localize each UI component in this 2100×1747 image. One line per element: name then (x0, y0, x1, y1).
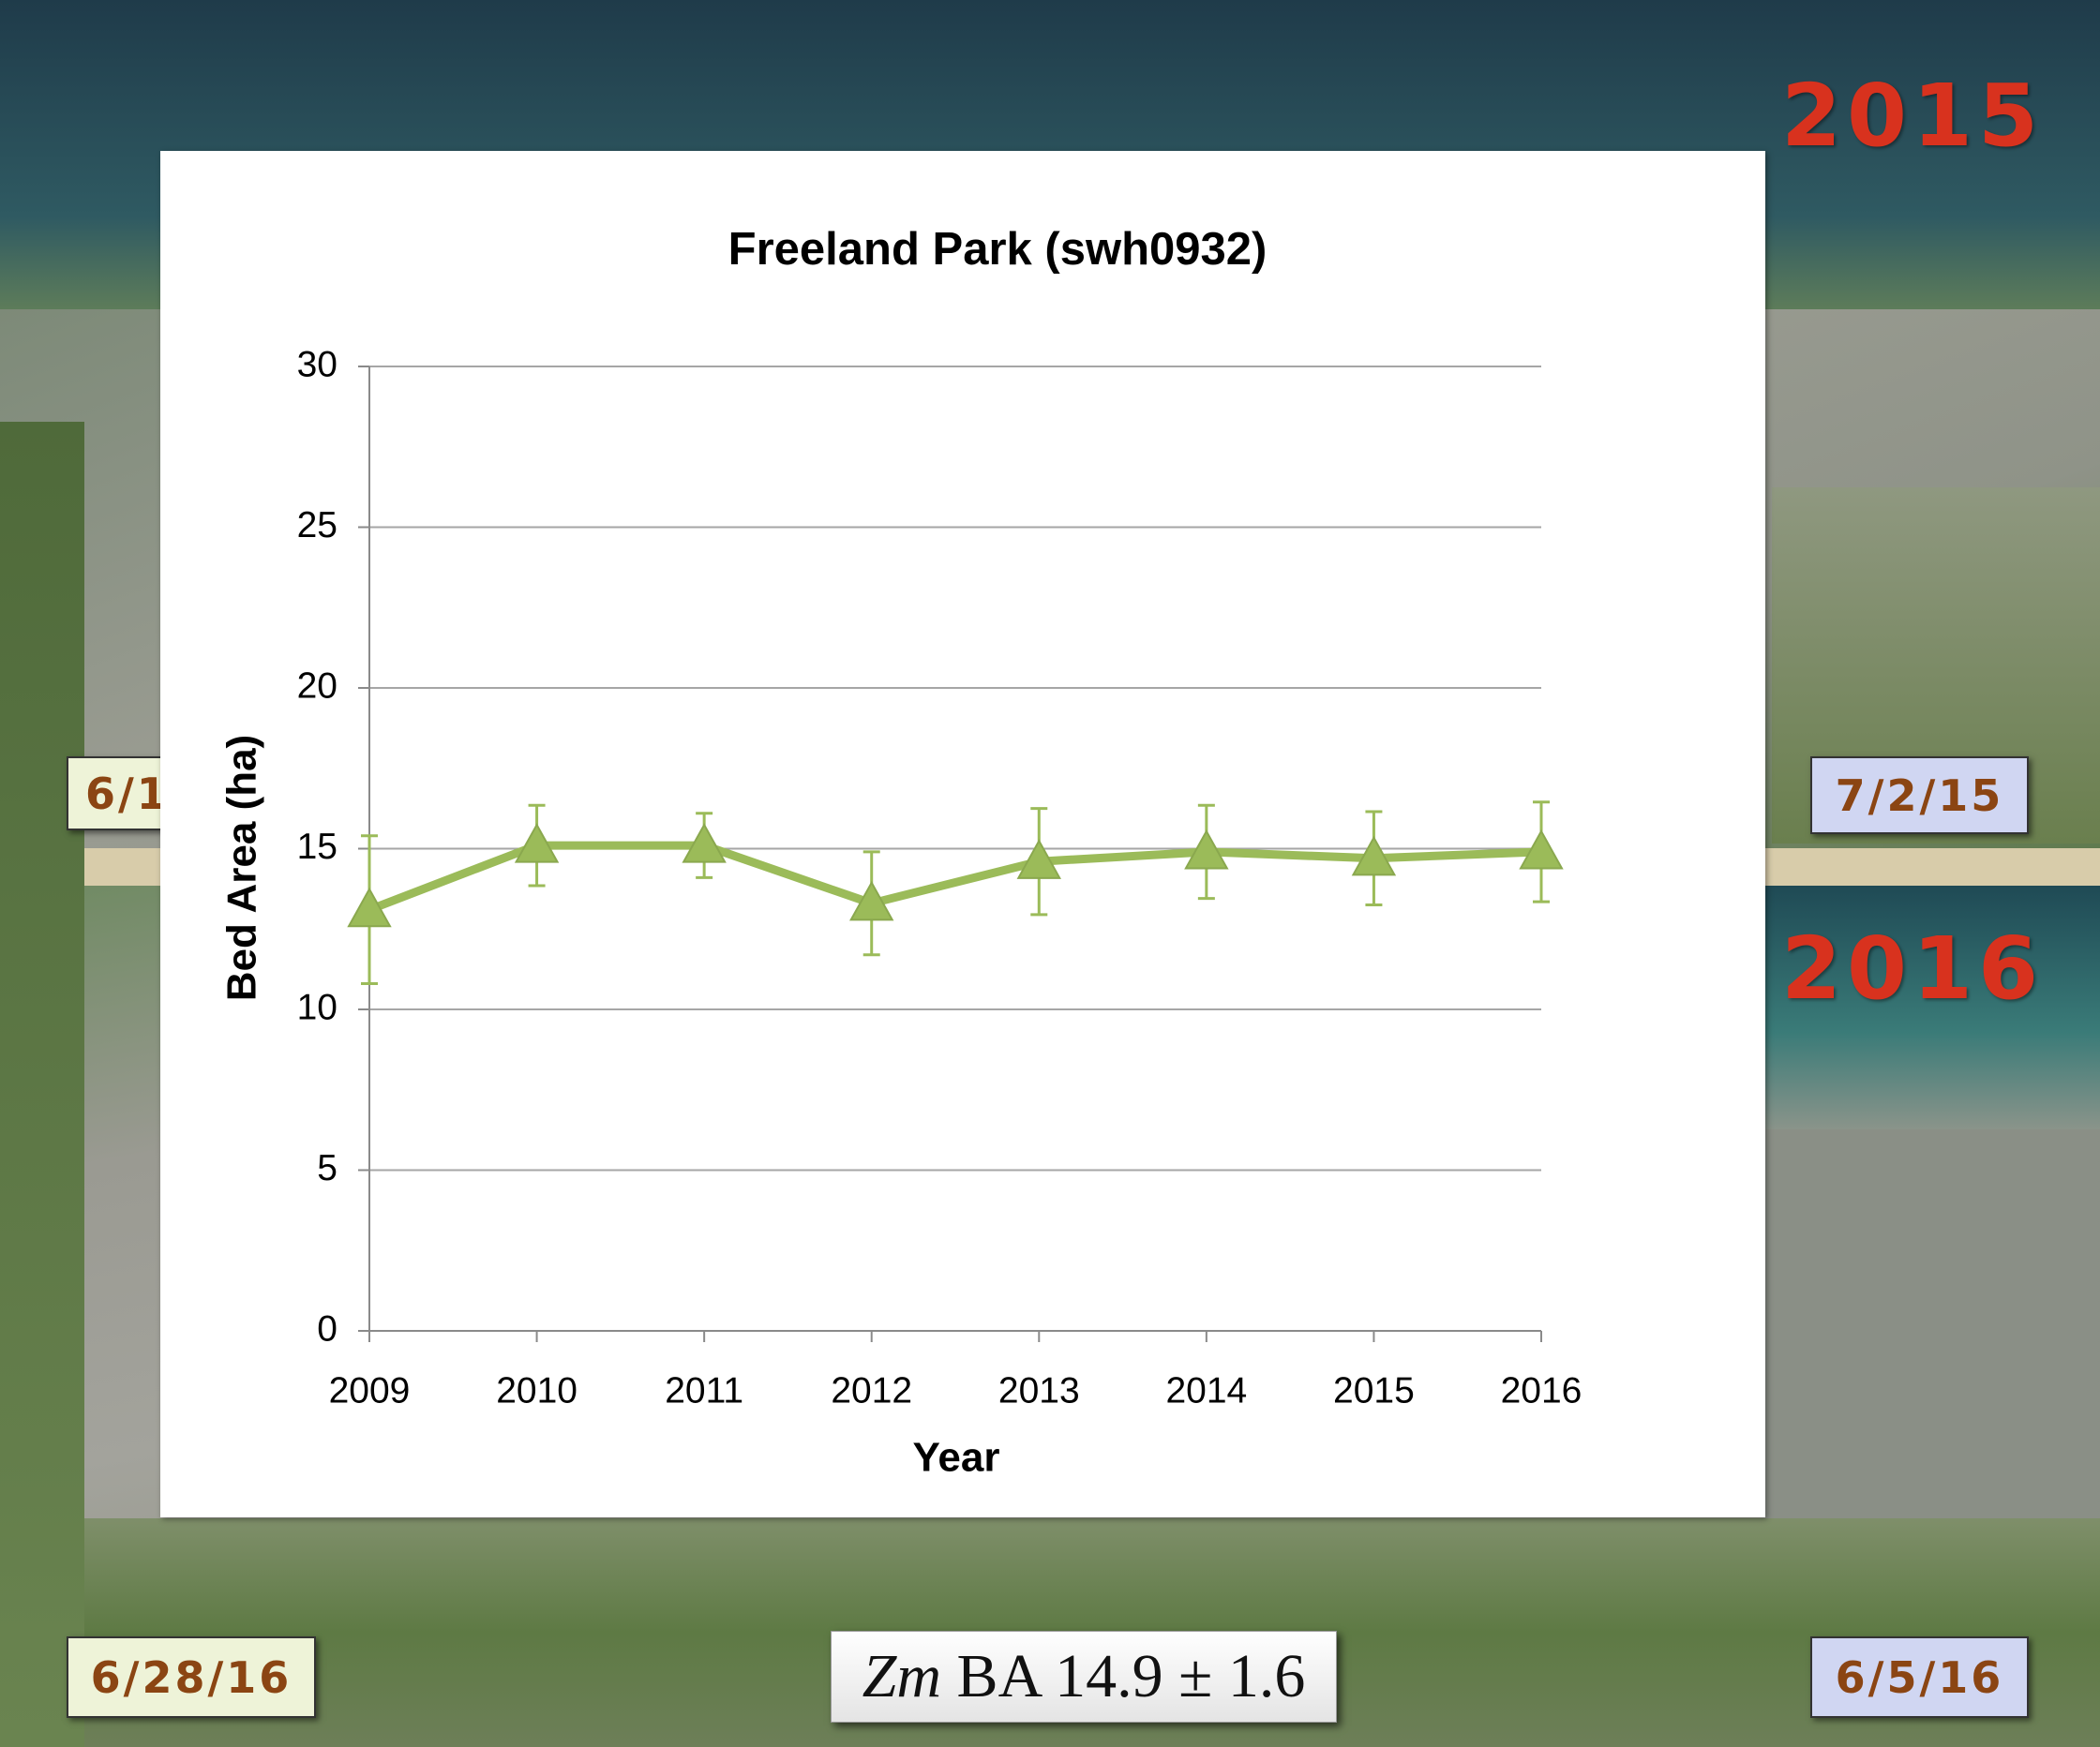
marker (1351, 835, 1397, 876)
y-tick-label: 0 (317, 1308, 338, 1349)
summary-box: Zm BA 14.9 ± 1.6 (831, 1631, 1337, 1723)
date-label: 6/28/16 (67, 1636, 316, 1718)
marker (1016, 839, 1061, 879)
data-line (368, 841, 1542, 914)
x-tick-label: 2014 (1165, 1370, 1247, 1411)
marker (1184, 829, 1229, 870)
marker (1519, 829, 1564, 870)
marker (347, 887, 392, 928)
marker (682, 823, 727, 863)
year-label: 2016 (1781, 918, 2045, 1019)
x-tick-label: 2011 (665, 1370, 743, 1411)
chart-title: Freeland Park (swh0932) (728, 224, 1268, 275)
x-tick-label: 2013 (998, 1370, 1080, 1411)
x-axis-title: Year (913, 1435, 1000, 1481)
x-tick-label: 2015 (1333, 1370, 1415, 1411)
marker (514, 823, 560, 863)
y-tick-label: 10 (297, 987, 338, 1027)
marker (849, 880, 894, 921)
y-axis-title: Bed Area (ha) (219, 735, 265, 1001)
species: Zm (862, 1642, 942, 1710)
x-tick-label: 2016 (1501, 1370, 1582, 1411)
year-label: 2015 (1781, 66, 2045, 166)
y-tick-label: 20 (297, 665, 338, 706)
y-tick-label: 30 (297, 344, 338, 384)
y-tick-label: 15 (297, 827, 338, 867)
x-tick-label: 2009 (329, 1370, 411, 1411)
date-label: 6/5/16 (1810, 1636, 2029, 1718)
x-tick-label: 2010 (496, 1370, 578, 1411)
land-left (0, 422, 84, 1747)
summary-spacer (941, 1641, 957, 1712)
x-tick-label: 2012 (831, 1370, 912, 1411)
date-label: 7/2/15 (1810, 756, 2029, 834)
water-bottom (1762, 886, 2100, 1129)
y-tick-label: 25 (297, 505, 338, 545)
chart: Freeland Park (swh0932) Year Bed Area (h… (160, 151, 1765, 1517)
summary-text: BA 14.9 ± 1.6 (956, 1642, 1306, 1710)
y-tick-label: 5 (317, 1148, 338, 1188)
